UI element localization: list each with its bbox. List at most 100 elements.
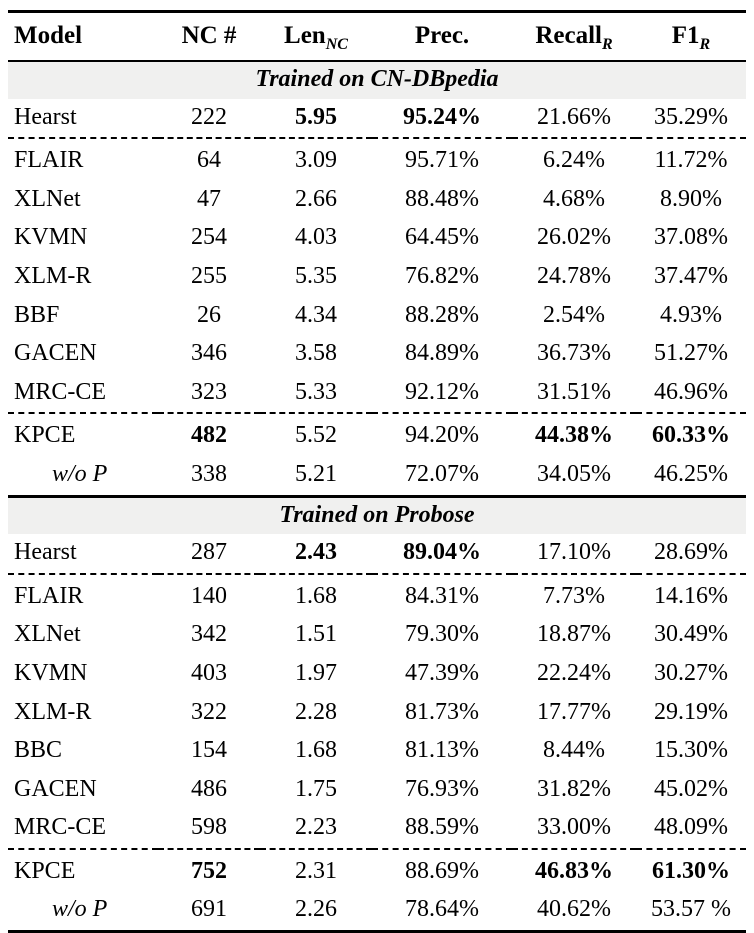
- cell-recall: 2.54%: [543, 301, 605, 328]
- cell-prec: 88.69%: [372, 847, 512, 892]
- cell-nc: 47: [197, 185, 221, 212]
- cell-prec: 95.71%: [372, 137, 512, 181]
- cell-prec: 89.04%: [403, 539, 481, 566]
- model-name: KVMN: [14, 224, 88, 251]
- model-name: BBC: [14, 737, 63, 764]
- cell-nc: 691: [191, 896, 227, 923]
- model-name: w/o P: [52, 460, 108, 487]
- cell-nc: 64: [158, 137, 260, 181]
- results-table: Model NC # LenNC Prec. RecallR F1R Train…: [8, 10, 746, 933]
- section-title: Trained on CN-DBpedia: [8, 61, 746, 99]
- cell-nc: 598: [191, 814, 227, 841]
- cell-prec: 84.31%: [372, 572, 512, 617]
- cell-f1: 29.19%: [654, 698, 728, 725]
- cell-len: 2.66: [295, 185, 337, 212]
- cell-f1: 60.33%: [636, 412, 746, 456]
- cell-len: 1.97: [295, 659, 337, 686]
- table-row: FLAIR 140 1.68 84.31% 7.73% 14.16%: [8, 572, 746, 617]
- col-header-nc: NC #: [158, 11, 260, 62]
- cell-prec: 79.30%: [405, 621, 479, 648]
- table-row: w/o P 691 2.26 78.64% 40.62% 53.57 %: [8, 891, 746, 931]
- cell-recall: 40.62%: [537, 896, 611, 923]
- cell-prec: 78.64%: [405, 896, 479, 923]
- cell-f1: 51.27%: [654, 340, 728, 367]
- model-name: Hearst: [14, 103, 77, 130]
- table-row: XLNet 342 1.51 79.30% 18.87% 30.49%: [8, 616, 746, 655]
- cell-recall: 26.02%: [537, 224, 611, 251]
- model-name: BBF: [14, 301, 60, 328]
- cell-prec: 64.45%: [405, 224, 479, 251]
- cell-len: 2.31: [260, 847, 372, 892]
- table-row: BBF 26 4.34 88.28% 2.54% 4.93%: [8, 297, 746, 336]
- col-header-model: Model: [8, 11, 158, 62]
- cell-nc: 752: [158, 847, 260, 892]
- model-name: KVMN: [14, 659, 88, 686]
- cell-nc: 403: [191, 659, 227, 686]
- cell-len: 1.51: [295, 621, 337, 648]
- cell-recall: 44.38%: [512, 412, 636, 456]
- model-name: KPCE: [8, 847, 158, 892]
- table-row: Hearst 222 5.95 95.24% 21.66% 35.29%: [8, 99, 746, 139]
- cell-prec: 81.73%: [405, 698, 479, 725]
- model-name: GACEN: [14, 340, 97, 367]
- table-row: KPCE 482 5.52 94.20% 44.38% 60.33%: [8, 412, 746, 456]
- cell-len: 5.95: [295, 103, 337, 130]
- cell-recall: 18.87%: [537, 621, 611, 648]
- cell-recall: 17.10%: [537, 539, 611, 566]
- cell-nc: 346: [191, 340, 227, 367]
- table-body: Trained on CN-DBpedia Hearst 222 5.95 95.24%…: [8, 61, 746, 932]
- cell-prec: 84.89%: [405, 340, 479, 367]
- header-row: Model NC # LenNC Prec. RecallR F1R: [8, 11, 746, 62]
- cell-nc: 338: [191, 460, 227, 487]
- table-row: KVMN 403 1.97 47.39% 22.24% 30.27%: [8, 655, 746, 694]
- cell-prec: 94.20%: [372, 412, 512, 456]
- table-row: MRC-CE 323 5.33 92.12% 31.51% 46.96%: [8, 374, 746, 414]
- cell-len: 5.35: [295, 262, 337, 289]
- table-row: KVMN 254 4.03 64.45% 26.02% 37.08%: [8, 219, 746, 258]
- cell-len: 1.68: [260, 572, 372, 617]
- cell-recall: 17.77%: [537, 698, 611, 725]
- cell-recall: 8.44%: [543, 737, 605, 764]
- cell-prec: 88.48%: [405, 185, 479, 212]
- cell-f1: 37.08%: [654, 224, 728, 251]
- model-name: w/o P: [52, 896, 108, 923]
- cell-nc: 154: [191, 737, 227, 764]
- table-row: FLAIR 64 3.09 95.71% 6.24% 11.72%: [8, 137, 746, 181]
- cell-recall: 34.05%: [537, 460, 611, 487]
- cell-recall: 36.73%: [537, 340, 611, 367]
- cell-prec: 76.93%: [405, 775, 479, 802]
- table-row: GACEN 346 3.58 84.89% 36.73% 51.27%: [8, 335, 746, 374]
- table-row: w/o P 338 5.21 72.07% 34.05% 46.25%: [8, 456, 746, 496]
- table-row: Hearst 287 2.43 89.04% 17.10% 28.69%: [8, 534, 746, 574]
- cell-recall: 24.78%: [537, 262, 611, 289]
- cell-recall: 7.73%: [512, 572, 636, 617]
- model-name: KPCE: [8, 412, 158, 456]
- cell-recall: 31.51%: [537, 378, 611, 405]
- cell-prec: 81.13%: [405, 737, 479, 764]
- cell-f1: 15.30%: [654, 737, 728, 764]
- model-name: FLAIR: [8, 572, 158, 617]
- cell-len: 5.21: [295, 460, 337, 487]
- model-name: XLNet: [14, 185, 81, 212]
- cell-f1: 53.57 %: [651, 896, 731, 923]
- cell-prec: 88.28%: [405, 301, 479, 328]
- cell-f1: 37.47%: [654, 262, 728, 289]
- section-header-row: Trained on CN-DBpedia: [8, 61, 746, 99]
- cell-prec: 92.12%: [405, 378, 479, 405]
- cell-f1: 45.02%: [654, 775, 728, 802]
- cell-f1: 28.69%: [654, 539, 728, 566]
- cell-nc: 255: [191, 262, 227, 289]
- model-name: MRC-CE: [14, 814, 107, 841]
- col-header-recall: RecallR: [512, 11, 636, 62]
- cell-nc: 287: [191, 539, 227, 566]
- cell-nc: 222: [191, 103, 227, 130]
- cell-nc: 140: [158, 572, 260, 617]
- cell-f1: 46.25%: [654, 460, 728, 487]
- cell-len: 5.52: [260, 412, 372, 456]
- cell-len: 2.28: [295, 698, 337, 725]
- cell-recall: 21.66%: [537, 103, 611, 130]
- table-row: XLNet 47 2.66 88.48% 4.68% 8.90%: [8, 181, 746, 220]
- cell-nc: 323: [191, 378, 227, 405]
- cell-len: 1.75: [295, 775, 337, 802]
- table-row: MRC-CE 598 2.23 88.59% 33.00% 48.09%: [8, 809, 746, 849]
